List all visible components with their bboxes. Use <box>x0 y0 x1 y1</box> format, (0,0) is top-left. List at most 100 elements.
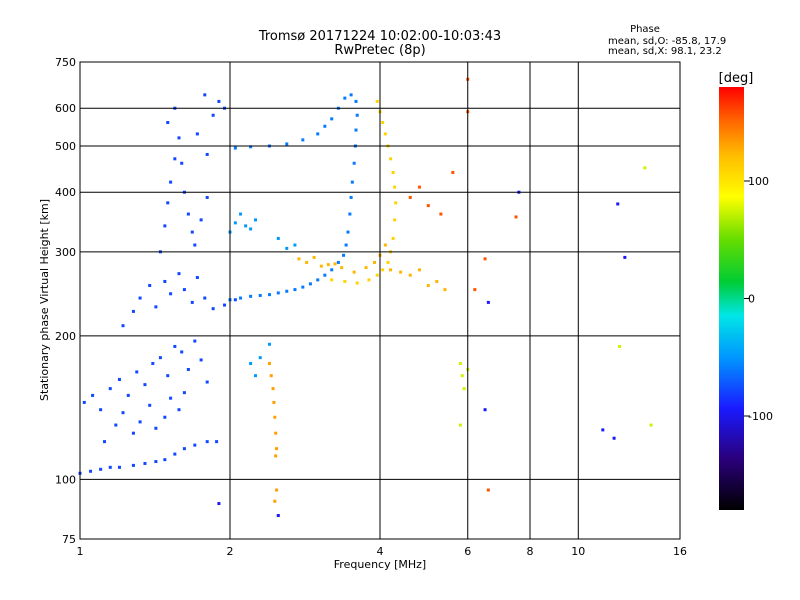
data-point <box>276 236 280 240</box>
data-point <box>393 218 397 222</box>
data-point <box>399 270 403 274</box>
data-point <box>249 145 253 149</box>
data-point <box>131 309 135 313</box>
x-tick-label: 6 <box>464 545 471 558</box>
data-point <box>193 339 197 343</box>
grid <box>80 62 680 539</box>
y-tick-label: 200 <box>55 330 76 343</box>
data-point <box>333 262 337 266</box>
data-point <box>486 488 490 492</box>
data-point <box>190 300 194 304</box>
data-point <box>239 212 243 216</box>
phase-stats-heading: Phase <box>630 24 660 35</box>
x-tick-label: 8 <box>527 545 534 558</box>
data-point <box>166 374 170 378</box>
data-point <box>253 218 257 222</box>
data-point <box>473 288 477 292</box>
data-point <box>367 278 371 282</box>
data-point <box>217 502 221 506</box>
data-point <box>217 99 221 103</box>
data-point <box>193 243 197 247</box>
chart-subtitle: RwPretec (8p) <box>334 43 425 58</box>
data-point <box>316 278 320 282</box>
phase-stats-o: mean, sd,O: -85.8, 17.9 <box>608 36 726 47</box>
y-axis-ticks: 75 100 200 300 400 500 600 750 <box>55 56 76 546</box>
data-point <box>82 400 86 404</box>
data-point <box>173 452 177 456</box>
data-point <box>173 344 177 348</box>
data-point <box>131 431 135 435</box>
data-point <box>271 387 275 391</box>
data-point <box>293 243 297 247</box>
data-point <box>316 132 320 136</box>
y-tick-label: 600 <box>55 102 76 115</box>
data-point <box>182 391 186 395</box>
data-point <box>426 204 430 208</box>
data-point <box>177 136 181 140</box>
x-tick-label: 10 <box>571 545 585 558</box>
data-point <box>154 460 158 464</box>
data-point <box>117 377 121 381</box>
data-point <box>350 180 354 184</box>
data-point <box>99 467 103 471</box>
data-point <box>285 289 289 293</box>
data-point <box>323 124 327 128</box>
data-point <box>439 212 443 216</box>
data-point <box>354 99 358 103</box>
data-point <box>91 393 95 397</box>
chart-title: Tromsø 20171224 10:02:00-10:03:43 <box>258 29 501 44</box>
data-point <box>154 305 158 309</box>
data-point <box>126 393 130 397</box>
data-point <box>203 296 207 300</box>
data-point <box>138 420 142 424</box>
data-point <box>258 356 262 360</box>
data-point <box>148 403 152 407</box>
data-point <box>199 218 203 222</box>
data-point <box>258 293 262 297</box>
data-point <box>364 266 368 270</box>
data-point <box>117 465 121 469</box>
data-point <box>330 268 334 272</box>
y-axis-label: Stationary phase Virtual Height [km] <box>38 199 51 401</box>
data-point <box>163 224 167 228</box>
data-point <box>143 383 147 387</box>
data-point <box>99 408 103 412</box>
data-point <box>151 361 155 365</box>
data-point <box>177 272 181 276</box>
data-point <box>623 255 627 259</box>
data-point <box>514 215 518 219</box>
data-point <box>483 257 487 261</box>
data-point <box>275 488 279 492</box>
data-point <box>203 93 207 97</box>
data-point <box>169 292 173 296</box>
data-point <box>458 423 462 427</box>
data-point <box>462 387 466 391</box>
data-point <box>417 185 421 189</box>
data-point <box>355 113 359 117</box>
x-tick-label: 16 <box>673 545 687 558</box>
data-point <box>373 260 377 264</box>
data-point <box>312 255 316 259</box>
data-point <box>618 344 622 348</box>
data-point <box>180 161 184 165</box>
data-point <box>223 303 227 307</box>
data-point <box>193 443 197 447</box>
x-axis-ticks: 1 2 4 6 8 10 16 <box>77 545 688 558</box>
data-point <box>323 273 327 277</box>
data-point <box>381 121 385 125</box>
data-point <box>169 396 173 400</box>
x-tick-label: 4 <box>377 545 384 558</box>
data-point <box>89 469 93 473</box>
data-point <box>486 300 490 304</box>
data-point <box>163 458 167 462</box>
data-point <box>169 180 173 184</box>
data-point <box>330 117 334 121</box>
y-tick-label: 500 <box>55 140 76 153</box>
data-point <box>267 361 271 365</box>
data-point <box>114 423 118 427</box>
data-point <box>308 282 312 286</box>
data-point <box>348 212 352 216</box>
data-point <box>275 447 279 451</box>
x-tick-label: 1 <box>77 545 84 558</box>
data-point <box>305 260 309 264</box>
